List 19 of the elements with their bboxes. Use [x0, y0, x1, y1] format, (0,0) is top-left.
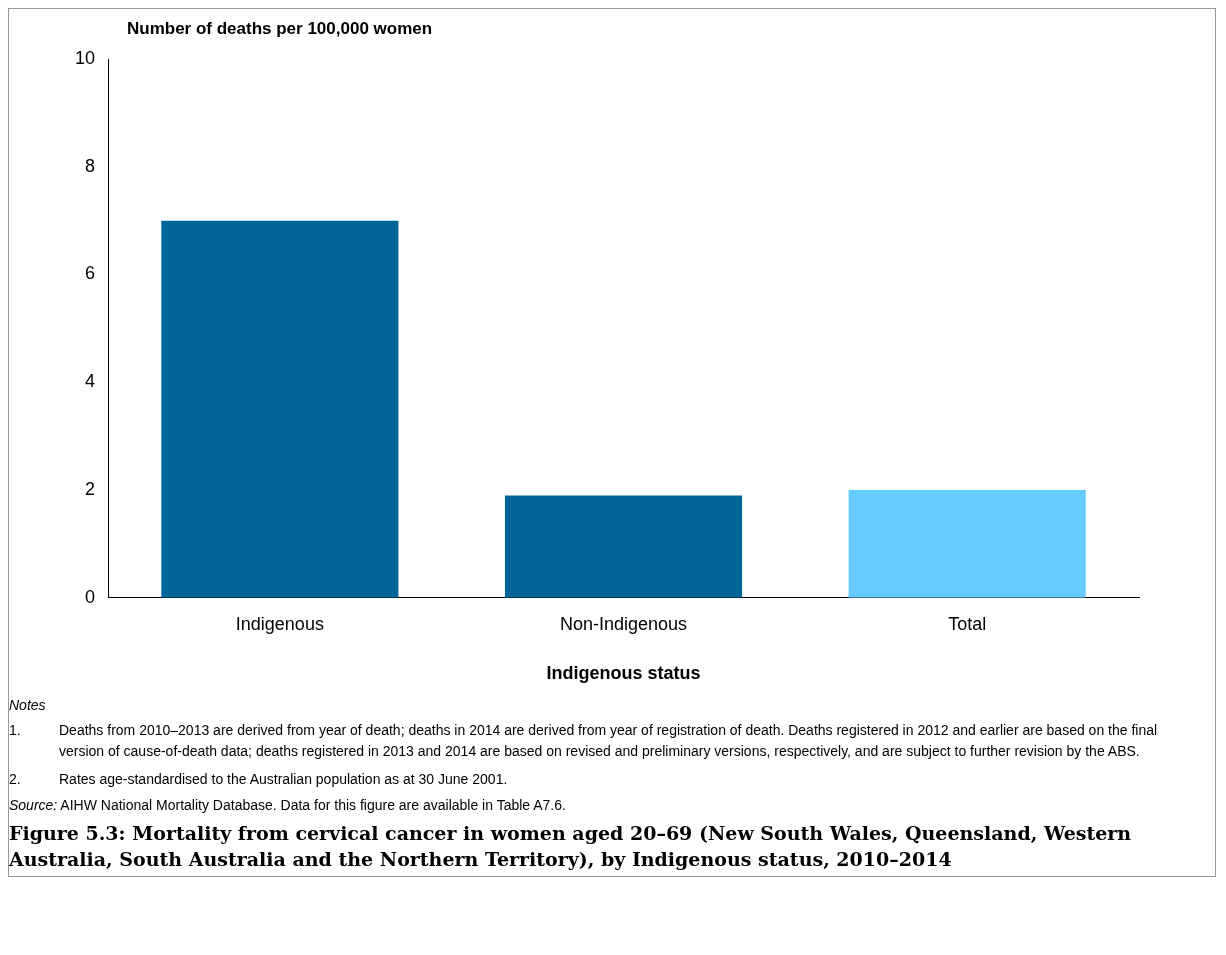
text: 2. Rates age-standardised to the Australian population as at 30 June 2001. [9, 771, 508, 787]
text: 1. Deaths from 2010–2013 are derived from year of death; deaths in 2014 are derived from year of registration of death. Deaths registered in 2012 and earlier are based on the final version of cause-of-death data; deaths registered in 2013 and 2014 are based on revised and preliminary versions, respectively, and are subject to further revision by the ABS. [9, 722, 1158, 759]
x-axis-title: Indigenous status [546, 663, 701, 684]
x-tick-label: Total [948, 613, 987, 634]
y-tick-label: 10 [74, 47, 96, 68]
y-tick-label: 2 [85, 479, 96, 500]
bar [161, 220, 399, 598]
source-note: Source: AIHW National Mortality Database. Data for this figure are available in Table A7.6. [9, 797, 567, 813]
y-tick-label: 4 [85, 371, 96, 392]
x-tick-label: Non-Indigenous [559, 613, 688, 634]
y-axis-title: Number of deaths per 100,000 women [126, 18, 434, 39]
y-tick-label: 6 [85, 263, 96, 284]
text: Notes [9, 697, 47, 713]
y-tick-label: 8 [85, 155, 96, 176]
x-tick-label: Indigenous [235, 613, 324, 634]
bar [848, 490, 1086, 598]
text: Figure 5.3: Mortality from cervical cancer in women aged 20–69 (New South Wales, Queensland, Western Australia, South Australia and the Northern Territory), by Indigenous status, 2010–2014 [9, 821, 1133, 872]
bar [504, 495, 743, 598]
y-tick-label: 0 [85, 586, 96, 607]
